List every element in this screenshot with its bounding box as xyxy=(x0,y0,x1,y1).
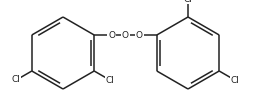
Text: Cl: Cl xyxy=(229,76,238,84)
Text: Cl: Cl xyxy=(12,76,21,84)
Text: O: O xyxy=(135,31,142,39)
Text: Cl: Cl xyxy=(105,76,114,84)
Text: O: O xyxy=(121,31,129,39)
Text: Cl: Cl xyxy=(183,0,192,3)
Text: O: O xyxy=(108,31,115,39)
